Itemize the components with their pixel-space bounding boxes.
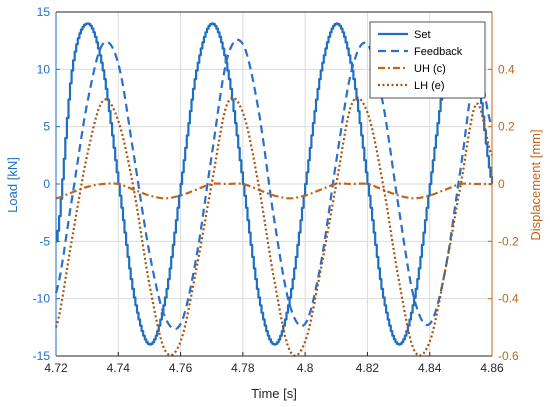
y-tick-label-left: 10 (37, 62, 51, 76)
series-line-lh-e (54, 96, 494, 357)
series-line-set (56, 22, 494, 346)
y-axis-label-right: Displacement [mm] (528, 129, 543, 240)
y-tick-label-left: -10 (33, 292, 51, 306)
x-axis-label: Time [s] (251, 386, 297, 401)
legend-label: Feedback (414, 46, 463, 58)
y-tick-label-left: -5 (39, 234, 50, 248)
y-tick-label-right: -0.4 (498, 292, 519, 306)
x-tick-label: 4.74 (107, 361, 131, 375)
legend-label: UH (c) (414, 63, 446, 75)
series-line-uh-c (55, 182, 492, 200)
y-tick-label-right: 0.2 (498, 120, 515, 134)
y-tick-label-left: 5 (43, 120, 50, 134)
y-axis-label-left: Load [kN] (5, 157, 20, 213)
y-tick-label-right: -0.2 (498, 234, 519, 248)
x-tick-label: 4.76 (169, 361, 193, 375)
y-tick-label-right: -0.6 (498, 349, 519, 363)
series-layer (54, 22, 494, 357)
y-tick-label-left: -15 (33, 349, 51, 363)
series-line-feedback (54, 38, 494, 331)
y-tick-label-left: 0 (43, 177, 50, 191)
x-tick-label: 4.84 (418, 361, 442, 375)
x-tick-label: 4.82 (356, 361, 380, 375)
y-tick-label-right: 0.4 (498, 62, 515, 76)
x-tick-label: 4.72 (44, 361, 68, 375)
y-tick-label-left: 15 (37, 5, 51, 19)
legend-label: Set (414, 29, 431, 41)
y-tick-label-right: 0 (498, 177, 505, 191)
x-tick-label: 4.78 (231, 361, 255, 375)
x-tick-label: 4.8 (297, 361, 314, 375)
legend: Set Feedback UH (c) LH (e) (369, 21, 486, 99)
legend-label: LH (e) (414, 80, 445, 92)
tick-labels: 4.72 4.74 4.76 4.78 4.8 4.82 4.84 4.86 -15 -10 -5 0… (33, 5, 519, 375)
axes (55, 11, 493, 357)
x-tick-label: 4.86 (480, 361, 504, 375)
